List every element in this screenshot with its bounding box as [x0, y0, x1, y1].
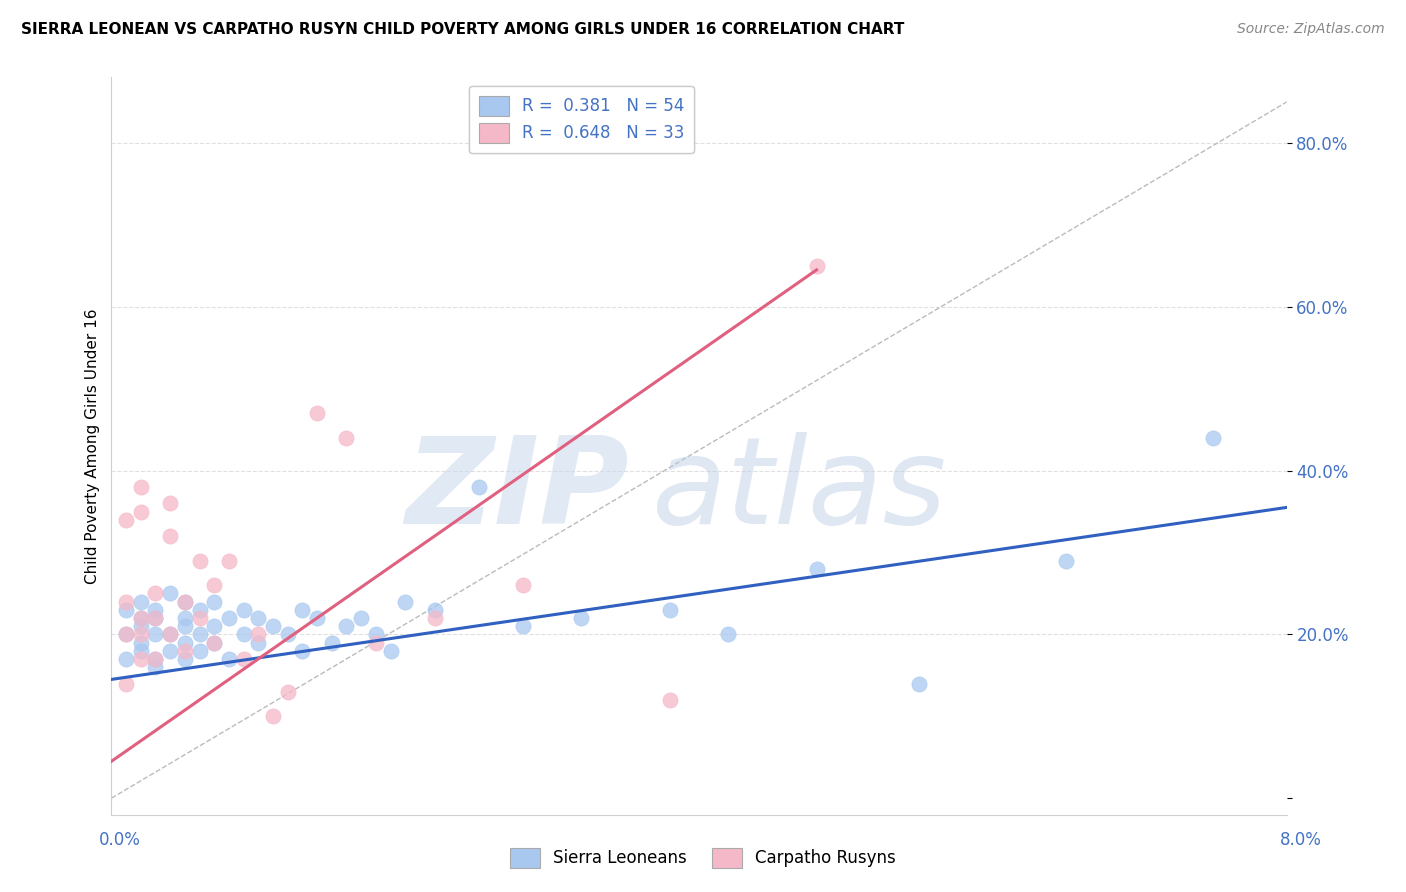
Point — [394, 594, 416, 608]
Point — [129, 619, 152, 633]
Point — [188, 627, 211, 641]
Point — [423, 603, 446, 617]
Point — [173, 619, 195, 633]
Point — [380, 644, 402, 658]
Point — [129, 594, 152, 608]
Point — [115, 676, 138, 690]
Point — [218, 611, 240, 625]
Point — [115, 652, 138, 666]
Point — [232, 652, 254, 666]
Point — [277, 627, 299, 641]
Point — [159, 496, 181, 510]
Point — [159, 644, 181, 658]
Point — [350, 611, 373, 625]
Point — [364, 635, 387, 649]
Point — [202, 594, 225, 608]
Point — [129, 611, 152, 625]
Point — [658, 603, 681, 617]
Point — [512, 619, 534, 633]
Point — [173, 594, 195, 608]
Point — [908, 676, 931, 690]
Point — [115, 513, 138, 527]
Point — [307, 406, 329, 420]
Point — [173, 644, 195, 658]
Point — [129, 480, 152, 494]
Point — [159, 627, 181, 641]
Point — [145, 611, 167, 625]
Point — [145, 652, 167, 666]
Point — [218, 652, 240, 666]
Point — [173, 652, 195, 666]
Point — [145, 652, 167, 666]
Point — [188, 644, 211, 658]
Point — [291, 603, 314, 617]
Point — [188, 554, 211, 568]
Point — [247, 611, 270, 625]
Point — [115, 603, 138, 617]
Point — [321, 635, 343, 649]
Y-axis label: Child Poverty Among Girls Under 16: Child Poverty Among Girls Under 16 — [86, 309, 100, 583]
Point — [188, 611, 211, 625]
Point — [202, 635, 225, 649]
Point — [145, 611, 167, 625]
Point — [129, 611, 152, 625]
Point — [717, 627, 740, 641]
Text: Source: ZipAtlas.com: Source: ZipAtlas.com — [1237, 22, 1385, 37]
Text: ZIP: ZIP — [405, 432, 628, 549]
Point — [173, 594, 195, 608]
Point — [364, 627, 387, 641]
Point — [202, 578, 225, 592]
Point — [571, 611, 593, 625]
Point — [232, 627, 254, 641]
Point — [115, 627, 138, 641]
Point — [247, 635, 270, 649]
Point — [159, 586, 181, 600]
Point — [512, 578, 534, 592]
Point — [173, 611, 195, 625]
Point — [145, 660, 167, 674]
Point — [129, 627, 152, 641]
Legend: R =  0.381   N = 54, R =  0.648   N = 33: R = 0.381 N = 54, R = 0.648 N = 33 — [468, 86, 695, 153]
Point — [1202, 431, 1225, 445]
Point — [129, 652, 152, 666]
Point — [806, 259, 828, 273]
Point — [115, 594, 138, 608]
Point — [277, 684, 299, 698]
Point — [188, 603, 211, 617]
Point — [145, 603, 167, 617]
Point — [129, 644, 152, 658]
Point — [291, 644, 314, 658]
Point — [129, 635, 152, 649]
Text: SIERRA LEONEAN VS CARPATHO RUSYN CHILD POVERTY AMONG GIRLS UNDER 16 CORRELATION : SIERRA LEONEAN VS CARPATHO RUSYN CHILD P… — [21, 22, 904, 37]
Legend: Sierra Leoneans, Carpatho Rusyns: Sierra Leoneans, Carpatho Rusyns — [503, 841, 903, 875]
Point — [247, 627, 270, 641]
Point — [467, 480, 489, 494]
Point — [159, 627, 181, 641]
Point — [262, 709, 284, 723]
Point — [218, 554, 240, 568]
Text: 8.0%: 8.0% — [1279, 831, 1322, 849]
Point — [806, 562, 828, 576]
Point — [202, 635, 225, 649]
Point — [173, 635, 195, 649]
Point — [145, 627, 167, 641]
Point — [262, 619, 284, 633]
Point — [115, 627, 138, 641]
Text: 0.0%: 0.0% — [98, 831, 141, 849]
Point — [335, 431, 357, 445]
Point — [423, 611, 446, 625]
Text: atlas: atlas — [652, 432, 948, 549]
Point — [232, 603, 254, 617]
Point — [1054, 554, 1077, 568]
Point — [159, 529, 181, 543]
Point — [307, 611, 329, 625]
Point — [658, 693, 681, 707]
Point — [202, 619, 225, 633]
Point — [335, 619, 357, 633]
Point — [145, 586, 167, 600]
Point — [129, 504, 152, 518]
